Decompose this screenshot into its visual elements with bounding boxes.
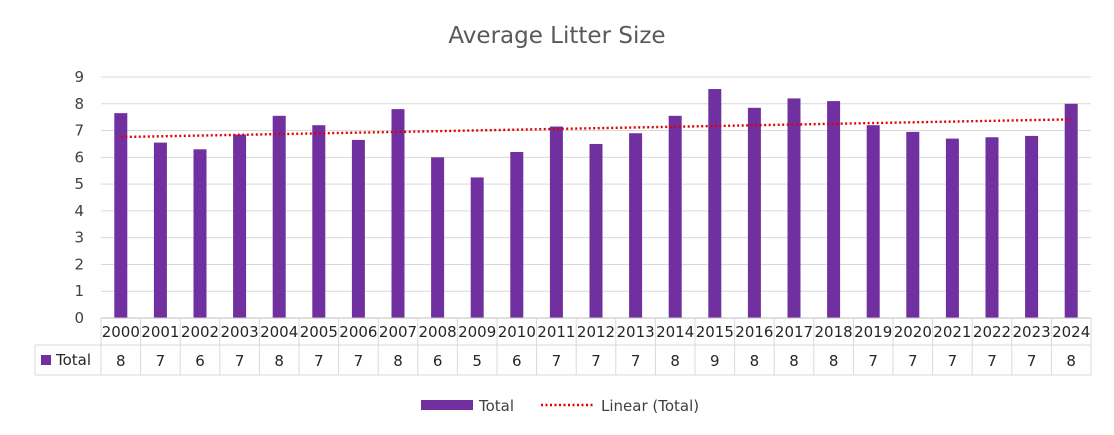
x-category-label: 2010 xyxy=(498,323,536,341)
legend: Total Linear (Total) xyxy=(421,397,699,415)
legend-bar-swatch xyxy=(421,400,473,410)
y-tick-label: 9 xyxy=(74,68,84,86)
x-category-label: 2021 xyxy=(933,323,971,341)
bar xyxy=(193,149,207,318)
y-tick-label: 4 xyxy=(74,202,84,220)
bar xyxy=(787,98,801,318)
x-category-label: 2014 xyxy=(656,323,694,341)
table-value: 6 xyxy=(433,352,443,370)
bar xyxy=(272,115,286,318)
x-category-label: 2007 xyxy=(379,323,417,341)
x-category-label: 2012 xyxy=(577,323,615,341)
bar xyxy=(1025,135,1039,318)
table-value: 8 xyxy=(1066,352,1076,370)
trendline xyxy=(120,118,1072,139)
table-value: 9 xyxy=(710,352,720,370)
bar xyxy=(510,151,524,318)
table-series-key xyxy=(41,355,51,365)
x-category-label: 2016 xyxy=(735,323,773,341)
bar xyxy=(1064,103,1078,319)
table-value: 7 xyxy=(908,352,918,370)
table-value: 8 xyxy=(750,352,760,370)
bar xyxy=(589,143,603,318)
bar xyxy=(114,113,128,319)
bar xyxy=(470,177,484,318)
table-value: 7 xyxy=(552,352,562,370)
x-category-label: 2011 xyxy=(537,323,575,341)
bar xyxy=(629,133,643,318)
x-category-label: 2005 xyxy=(300,323,338,341)
table-value: 7 xyxy=(235,352,245,370)
legend-label-total: Total xyxy=(478,397,514,415)
y-tick-label: 5 xyxy=(74,175,84,193)
data-table: 2000 8 2001 7 2002 6 2003 7 2004 8 2005 7 2006 7 2007 8… xyxy=(34,317,1092,376)
table-value: 8 xyxy=(116,352,126,370)
bar xyxy=(985,137,999,318)
y-tick-label: 8 xyxy=(74,95,84,113)
bar xyxy=(668,115,682,318)
table-value: 7 xyxy=(948,352,958,370)
x-category-label: 2020 xyxy=(894,323,932,341)
bar xyxy=(747,107,761,319)
bar xyxy=(391,109,405,318)
x-category-label: 2003 xyxy=(221,323,259,341)
table-value: 7 xyxy=(354,352,364,370)
table-value: 8 xyxy=(274,352,284,370)
table-value: 7 xyxy=(987,352,997,370)
x-category-label: 2013 xyxy=(617,323,655,341)
y-tick-label: 2 xyxy=(74,255,84,273)
bar xyxy=(945,138,959,318)
bar xyxy=(906,131,920,318)
y-axis: 0 1 2 3 4 5 6 7 8 9 xyxy=(74,68,84,327)
x-category-label: 2019 xyxy=(854,323,892,341)
table-value: 7 xyxy=(631,352,641,370)
x-category-label: 2008 xyxy=(419,323,457,341)
bar xyxy=(866,125,880,318)
bar xyxy=(312,125,326,318)
trendline-path xyxy=(120,118,1072,139)
x-category-label: 2006 xyxy=(339,323,377,341)
bar xyxy=(708,89,722,318)
x-category-label: 2002 xyxy=(181,323,219,341)
x-category-label: 2023 xyxy=(1013,323,1051,341)
table-value: 7 xyxy=(591,352,601,370)
bar xyxy=(233,134,247,318)
table-value: 7 xyxy=(156,352,166,370)
x-category-label: 2024 xyxy=(1052,323,1090,341)
bar xyxy=(153,142,167,318)
table-value: 8 xyxy=(789,352,799,370)
table-value: 6 xyxy=(512,352,522,370)
bar xyxy=(549,126,563,319)
y-tick-label: 6 xyxy=(74,148,84,166)
bar xyxy=(351,139,365,318)
bars xyxy=(114,89,1078,319)
chart-title: Average Litter Size xyxy=(448,23,665,49)
bar xyxy=(431,157,445,318)
x-category-label: 2009 xyxy=(458,323,496,341)
y-tick-label: 0 xyxy=(74,309,84,327)
table-value: 7 xyxy=(868,352,878,370)
x-category-label: 2000 xyxy=(102,323,140,341)
table-series-label: Total xyxy=(55,351,91,369)
table-value: 7 xyxy=(314,352,324,370)
table-value: 8 xyxy=(829,352,839,370)
bar xyxy=(827,101,841,318)
table-value: 7 xyxy=(1027,352,1037,370)
y-tick-label: 3 xyxy=(74,229,84,247)
x-category-label: 2018 xyxy=(815,323,853,341)
table-value: 6 xyxy=(195,352,205,370)
table-value: 5 xyxy=(472,352,482,370)
x-category-label: 2015 xyxy=(696,323,734,341)
x-category-label: 2022 xyxy=(973,323,1011,341)
x-category-label: 2004 xyxy=(260,323,298,341)
x-category-label: 2017 xyxy=(775,323,813,341)
table-value: 8 xyxy=(670,352,680,370)
table-value: 8 xyxy=(393,352,403,370)
y-tick-label: 1 xyxy=(74,282,84,300)
x-category-label: 2001 xyxy=(141,323,179,341)
legend-label-trendline: Linear (Total) xyxy=(601,397,699,415)
y-tick-label: 7 xyxy=(74,122,84,140)
